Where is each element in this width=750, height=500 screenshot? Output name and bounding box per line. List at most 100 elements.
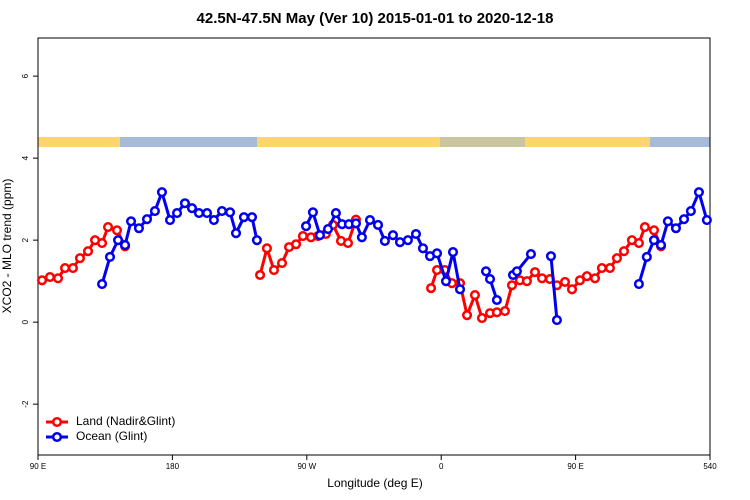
y-axis-label: XCO2 - MLO trend (ppm) xyxy=(0,179,14,314)
data-point xyxy=(685,205,696,217)
data-point xyxy=(641,251,652,263)
data-point xyxy=(330,208,341,219)
legend-marker xyxy=(51,431,63,443)
data-point xyxy=(120,240,131,251)
data-point xyxy=(484,274,496,285)
x-tick-label: 90 W xyxy=(297,462,316,471)
data-point xyxy=(67,262,78,274)
data-point xyxy=(506,280,518,291)
band-land xyxy=(38,137,120,147)
y-tick-label: 2 xyxy=(21,237,30,242)
data-point xyxy=(342,237,354,249)
data-point xyxy=(171,208,183,219)
data-point xyxy=(410,228,422,240)
x-tick-label: 540 xyxy=(703,462,717,471)
x-tick-label: 90 E xyxy=(30,462,46,471)
x-tick-label: 0 xyxy=(439,462,444,471)
data-point xyxy=(566,284,578,295)
data-point xyxy=(372,219,384,231)
data-point xyxy=(379,235,390,247)
data-point xyxy=(364,215,376,226)
data-point xyxy=(246,212,258,223)
data-point xyxy=(301,221,312,232)
data-point xyxy=(112,235,124,246)
data-point xyxy=(193,208,205,219)
data-point xyxy=(255,269,266,281)
data-point xyxy=(454,284,466,295)
y-tick-label: -2 xyxy=(21,400,30,408)
data-point xyxy=(648,225,660,236)
data-point xyxy=(701,215,712,226)
data-point xyxy=(648,235,660,246)
data-point xyxy=(186,203,198,214)
y-tick-label: 4 xyxy=(21,155,30,160)
data-point xyxy=(655,240,667,251)
band-mixed xyxy=(440,137,525,147)
data-point xyxy=(417,243,429,254)
data-point xyxy=(111,225,123,236)
data-point xyxy=(149,205,160,217)
y-tick-label: 6 xyxy=(21,73,30,78)
band-ocean xyxy=(120,137,257,147)
plot-frame xyxy=(37,37,711,456)
data-point xyxy=(425,283,437,294)
data-point xyxy=(525,249,536,260)
data-point xyxy=(633,278,644,290)
land-ocean-band xyxy=(38,137,710,147)
data-point xyxy=(499,306,511,317)
data-point xyxy=(307,207,318,218)
data-point xyxy=(581,271,592,282)
x-axis-label: Longitude (deg E) xyxy=(327,476,422,490)
data-point xyxy=(596,262,607,274)
data-point xyxy=(36,275,48,286)
data-point xyxy=(261,243,272,254)
data-point xyxy=(251,235,262,246)
data-point xyxy=(97,237,108,249)
x-tick-label: 180 xyxy=(166,462,180,471)
data-point xyxy=(469,290,480,301)
y-tick-label: 0 xyxy=(21,319,30,324)
data-point xyxy=(230,228,242,239)
data-point xyxy=(356,232,367,243)
data-point xyxy=(476,313,488,324)
data-point xyxy=(201,208,213,219)
chart-title: 42.5N-47.5N May (Ver 10) 2015-01-01 to 2… xyxy=(197,10,554,27)
data-point xyxy=(387,230,399,241)
data-point xyxy=(156,187,167,198)
data-point xyxy=(551,315,562,326)
band-land xyxy=(257,137,440,147)
data-point xyxy=(536,273,548,284)
data-point xyxy=(589,273,601,284)
data-point xyxy=(639,221,650,233)
x-tick-label: 90 E xyxy=(567,462,583,471)
data-point xyxy=(104,251,116,263)
data-point xyxy=(491,307,502,318)
data-point xyxy=(208,215,219,226)
data-point xyxy=(268,265,279,276)
series-line xyxy=(41,219,663,320)
data-point xyxy=(431,265,443,276)
band-ocean xyxy=(650,137,710,147)
data-point xyxy=(74,253,86,264)
data-point xyxy=(670,223,682,234)
data-point xyxy=(238,212,249,223)
data-point xyxy=(59,262,71,274)
data-point xyxy=(545,251,557,262)
data-point xyxy=(164,215,176,226)
data-point xyxy=(521,276,532,287)
data-point xyxy=(574,275,585,286)
data-point xyxy=(276,258,288,269)
data-point xyxy=(322,224,334,235)
data-point xyxy=(440,276,452,287)
legend-label: Land (Nadir&Glint) xyxy=(76,414,175,428)
data-point xyxy=(102,221,114,233)
data-point xyxy=(491,294,502,306)
band-land xyxy=(525,137,650,147)
data-point xyxy=(693,187,704,198)
data-point xyxy=(179,198,190,209)
data-point xyxy=(662,216,673,227)
data-point xyxy=(633,237,644,249)
data-point xyxy=(314,230,325,241)
legend-marker xyxy=(51,416,63,428)
data-point xyxy=(350,218,361,229)
